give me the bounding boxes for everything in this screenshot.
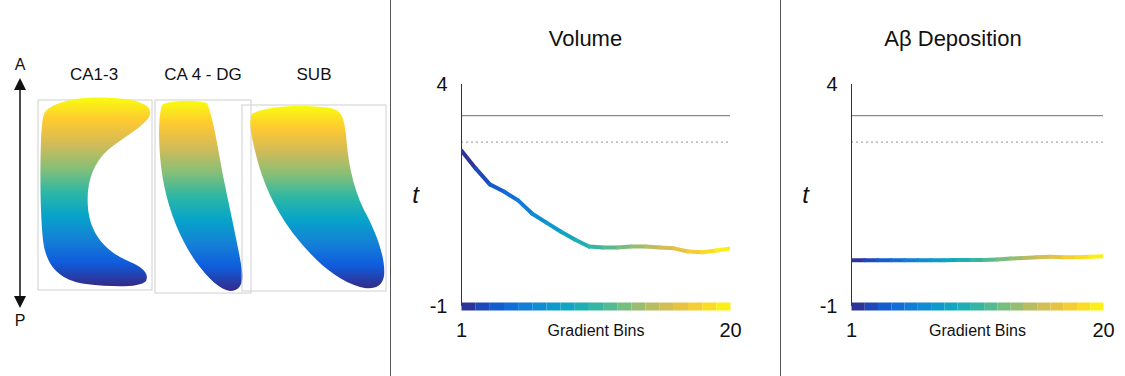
svg-text:-1: -1 [430,295,448,317]
svg-text:Gradient Bins: Gradient Bins [548,322,645,339]
svg-text:t: t [802,181,810,208]
svg-text:20: 20 [719,319,741,341]
svg-text:Gradient Bins: Gradient Bins [929,322,1026,339]
html-text:Volume: Volume [548,26,623,51]
svg-text:4: 4 [826,73,837,95]
svg-text:4: 4 [436,73,447,95]
svg-text:-1: -1 [820,295,838,317]
svg-text:20: 20 [1092,319,1114,341]
svg-text:A: A [15,56,26,73]
svg-text:t: t [412,181,420,208]
svg-text:1: 1 [846,319,857,341]
svg-text:CA 4 - DG: CA 4 - DG [164,65,241,84]
svg-text:CA1-3: CA1-3 [70,65,118,84]
html-text:Aβ Deposition: Aβ Deposition [884,26,1022,51]
svg-text:SUB: SUB [297,65,332,84]
svg-text:1: 1 [456,319,467,341]
svg-text:P: P [15,312,26,329]
